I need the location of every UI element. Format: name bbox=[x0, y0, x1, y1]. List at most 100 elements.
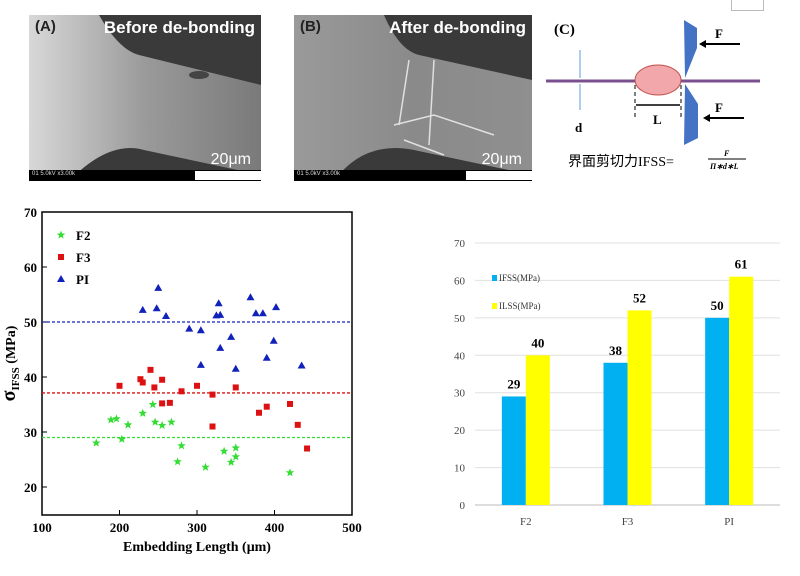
sem-image-after: (B) After de-bonding 20μm 01 5.0kV x3.00… bbox=[294, 15, 532, 181]
star-marker bbox=[117, 434, 127, 443]
square-marker bbox=[304, 445, 311, 452]
bar-ifss bbox=[501, 396, 526, 505]
triangle-marker bbox=[214, 299, 223, 307]
scale-label: 20μm bbox=[481, 151, 522, 168]
y-tick-label: 20 bbox=[454, 425, 466, 437]
legend-swatch bbox=[492, 303, 497, 309]
panel-label: (A) bbox=[35, 18, 56, 35]
data-label: 40 bbox=[531, 335, 544, 350]
lower-blade bbox=[684, 84, 698, 145]
formula-numerator: F bbox=[723, 149, 730, 158]
ifss-scatter-chart: 100 200 300 400 500 20 30 40 50 60 70 Embedding Len… bbox=[0, 205, 362, 555]
y-axis-label: σIFSS (MPa) bbox=[0, 325, 22, 401]
square-marker bbox=[232, 384, 239, 391]
y-tick-label: 0 bbox=[460, 500, 466, 512]
scale-label: 20μm bbox=[210, 151, 251, 168]
data-label: 61 bbox=[735, 257, 748, 272]
legend-label: F2 bbox=[76, 228, 90, 243]
star-marker bbox=[157, 420, 167, 429]
y-tick-label: 50 bbox=[24, 315, 37, 330]
ifss-test-diagram: (C) d L F F 界面剪切力IFSS= F Π∗d∗L bbox=[546, 20, 760, 171]
square-marker bbox=[147, 366, 154, 373]
sem-meta: 01 5.0kV x3.00k bbox=[297, 171, 341, 177]
square-marker bbox=[151, 384, 158, 391]
y-tick-label: 40 bbox=[454, 350, 466, 362]
panel-title: Before de-bonding bbox=[103, 18, 255, 37]
star-marker bbox=[167, 417, 176, 426]
star-marker bbox=[231, 443, 240, 452]
x-tick-label: F3 bbox=[622, 516, 634, 528]
star-marker bbox=[285, 468, 295, 477]
triangle-marker bbox=[272, 303, 281, 311]
arrowhead bbox=[703, 114, 710, 122]
fiber-micrograph bbox=[29, 15, 261, 181]
square-marker bbox=[139, 379, 146, 386]
star-marker bbox=[138, 408, 147, 417]
sem-image-before: (A) Before de-bonding 20μm 01 5.0kV x3.0… bbox=[29, 15, 261, 181]
legend-label: ILSS(MPa) bbox=[499, 301, 541, 311]
square-marker bbox=[209, 423, 216, 430]
x-tick-label: 100 bbox=[32, 520, 52, 535]
triangle-marker bbox=[227, 332, 236, 340]
scale-bar bbox=[466, 171, 532, 180]
panel-label: (B) bbox=[300, 18, 321, 35]
star-marker bbox=[219, 446, 229, 455]
triangle-marker bbox=[138, 305, 147, 313]
ifss-ilss-bar-chart: 0 10 20 30 40 50 60 70 29 40 F2 38 52 F3 50 61 PI IFSS(MP… bbox=[454, 238, 780, 528]
star-marker bbox=[123, 420, 133, 429]
square-marker bbox=[116, 382, 123, 389]
sem-meta: 01 5.0kV x3.00k bbox=[32, 171, 76, 177]
triangle-marker bbox=[196, 326, 205, 334]
square-marker bbox=[194, 382, 200, 389]
bar-ilss bbox=[729, 276, 754, 505]
triangle-marker bbox=[185, 324, 194, 332]
formula-prefix: 界面剪切力IFSS= bbox=[568, 154, 674, 170]
triangle-marker bbox=[297, 361, 306, 369]
square-marker bbox=[178, 388, 185, 395]
triangle-marker bbox=[57, 275, 65, 282]
panel-title: After de-bonding bbox=[389, 18, 526, 37]
square-marker bbox=[137, 376, 144, 383]
legend-label: IFSS(MPa) bbox=[499, 273, 540, 283]
info-strip: 01 5.0kV x3.00k bbox=[294, 170, 532, 181]
square-marker bbox=[263, 403, 270, 410]
bar-ilss bbox=[525, 355, 550, 505]
x-tick-label: F2 bbox=[520, 516, 532, 528]
square-marker bbox=[209, 391, 216, 398]
y-tick-label: 40 bbox=[24, 370, 37, 385]
bar-ifss bbox=[705, 317, 730, 505]
formula-denominator: Π∗d∗L bbox=[709, 162, 739, 171]
triangle-marker bbox=[269, 336, 278, 344]
data-label: 50 bbox=[711, 298, 724, 313]
triangle-marker bbox=[251, 309, 260, 317]
y-tick-label: 50 bbox=[454, 313, 466, 325]
force-label: F bbox=[715, 26, 723, 41]
data-label: 29 bbox=[507, 376, 520, 391]
triangle-marker bbox=[154, 283, 163, 291]
x-tick-label: 200 bbox=[110, 520, 130, 535]
square-marker bbox=[256, 409, 262, 416]
scale-bar bbox=[195, 171, 261, 180]
star-marker bbox=[92, 438, 101, 447]
y-tick-label: 10 bbox=[454, 463, 466, 475]
square-marker bbox=[159, 376, 166, 383]
legend-label: F3 bbox=[76, 250, 91, 265]
star-marker bbox=[106, 415, 116, 424]
diameter-label: d bbox=[575, 120, 583, 135]
data-label: 38 bbox=[609, 343, 623, 358]
triangle-marker bbox=[258, 309, 267, 317]
force-label: F bbox=[715, 100, 723, 115]
info-strip: 01 5.0kV x3.00k bbox=[29, 170, 261, 181]
triangle-marker bbox=[246, 293, 255, 301]
star-marker bbox=[201, 462, 210, 471]
triangle-marker bbox=[152, 304, 161, 312]
square-marker bbox=[58, 254, 64, 260]
star-marker bbox=[173, 457, 182, 466]
triangle-marker bbox=[162, 311, 170, 319]
triangle-marker bbox=[262, 353, 271, 361]
star-marker bbox=[148, 400, 158, 409]
legend-swatch bbox=[492, 275, 497, 281]
y-tick-label: 30 bbox=[454, 388, 466, 400]
square-marker bbox=[166, 399, 173, 406]
triangle-marker bbox=[196, 360, 205, 368]
